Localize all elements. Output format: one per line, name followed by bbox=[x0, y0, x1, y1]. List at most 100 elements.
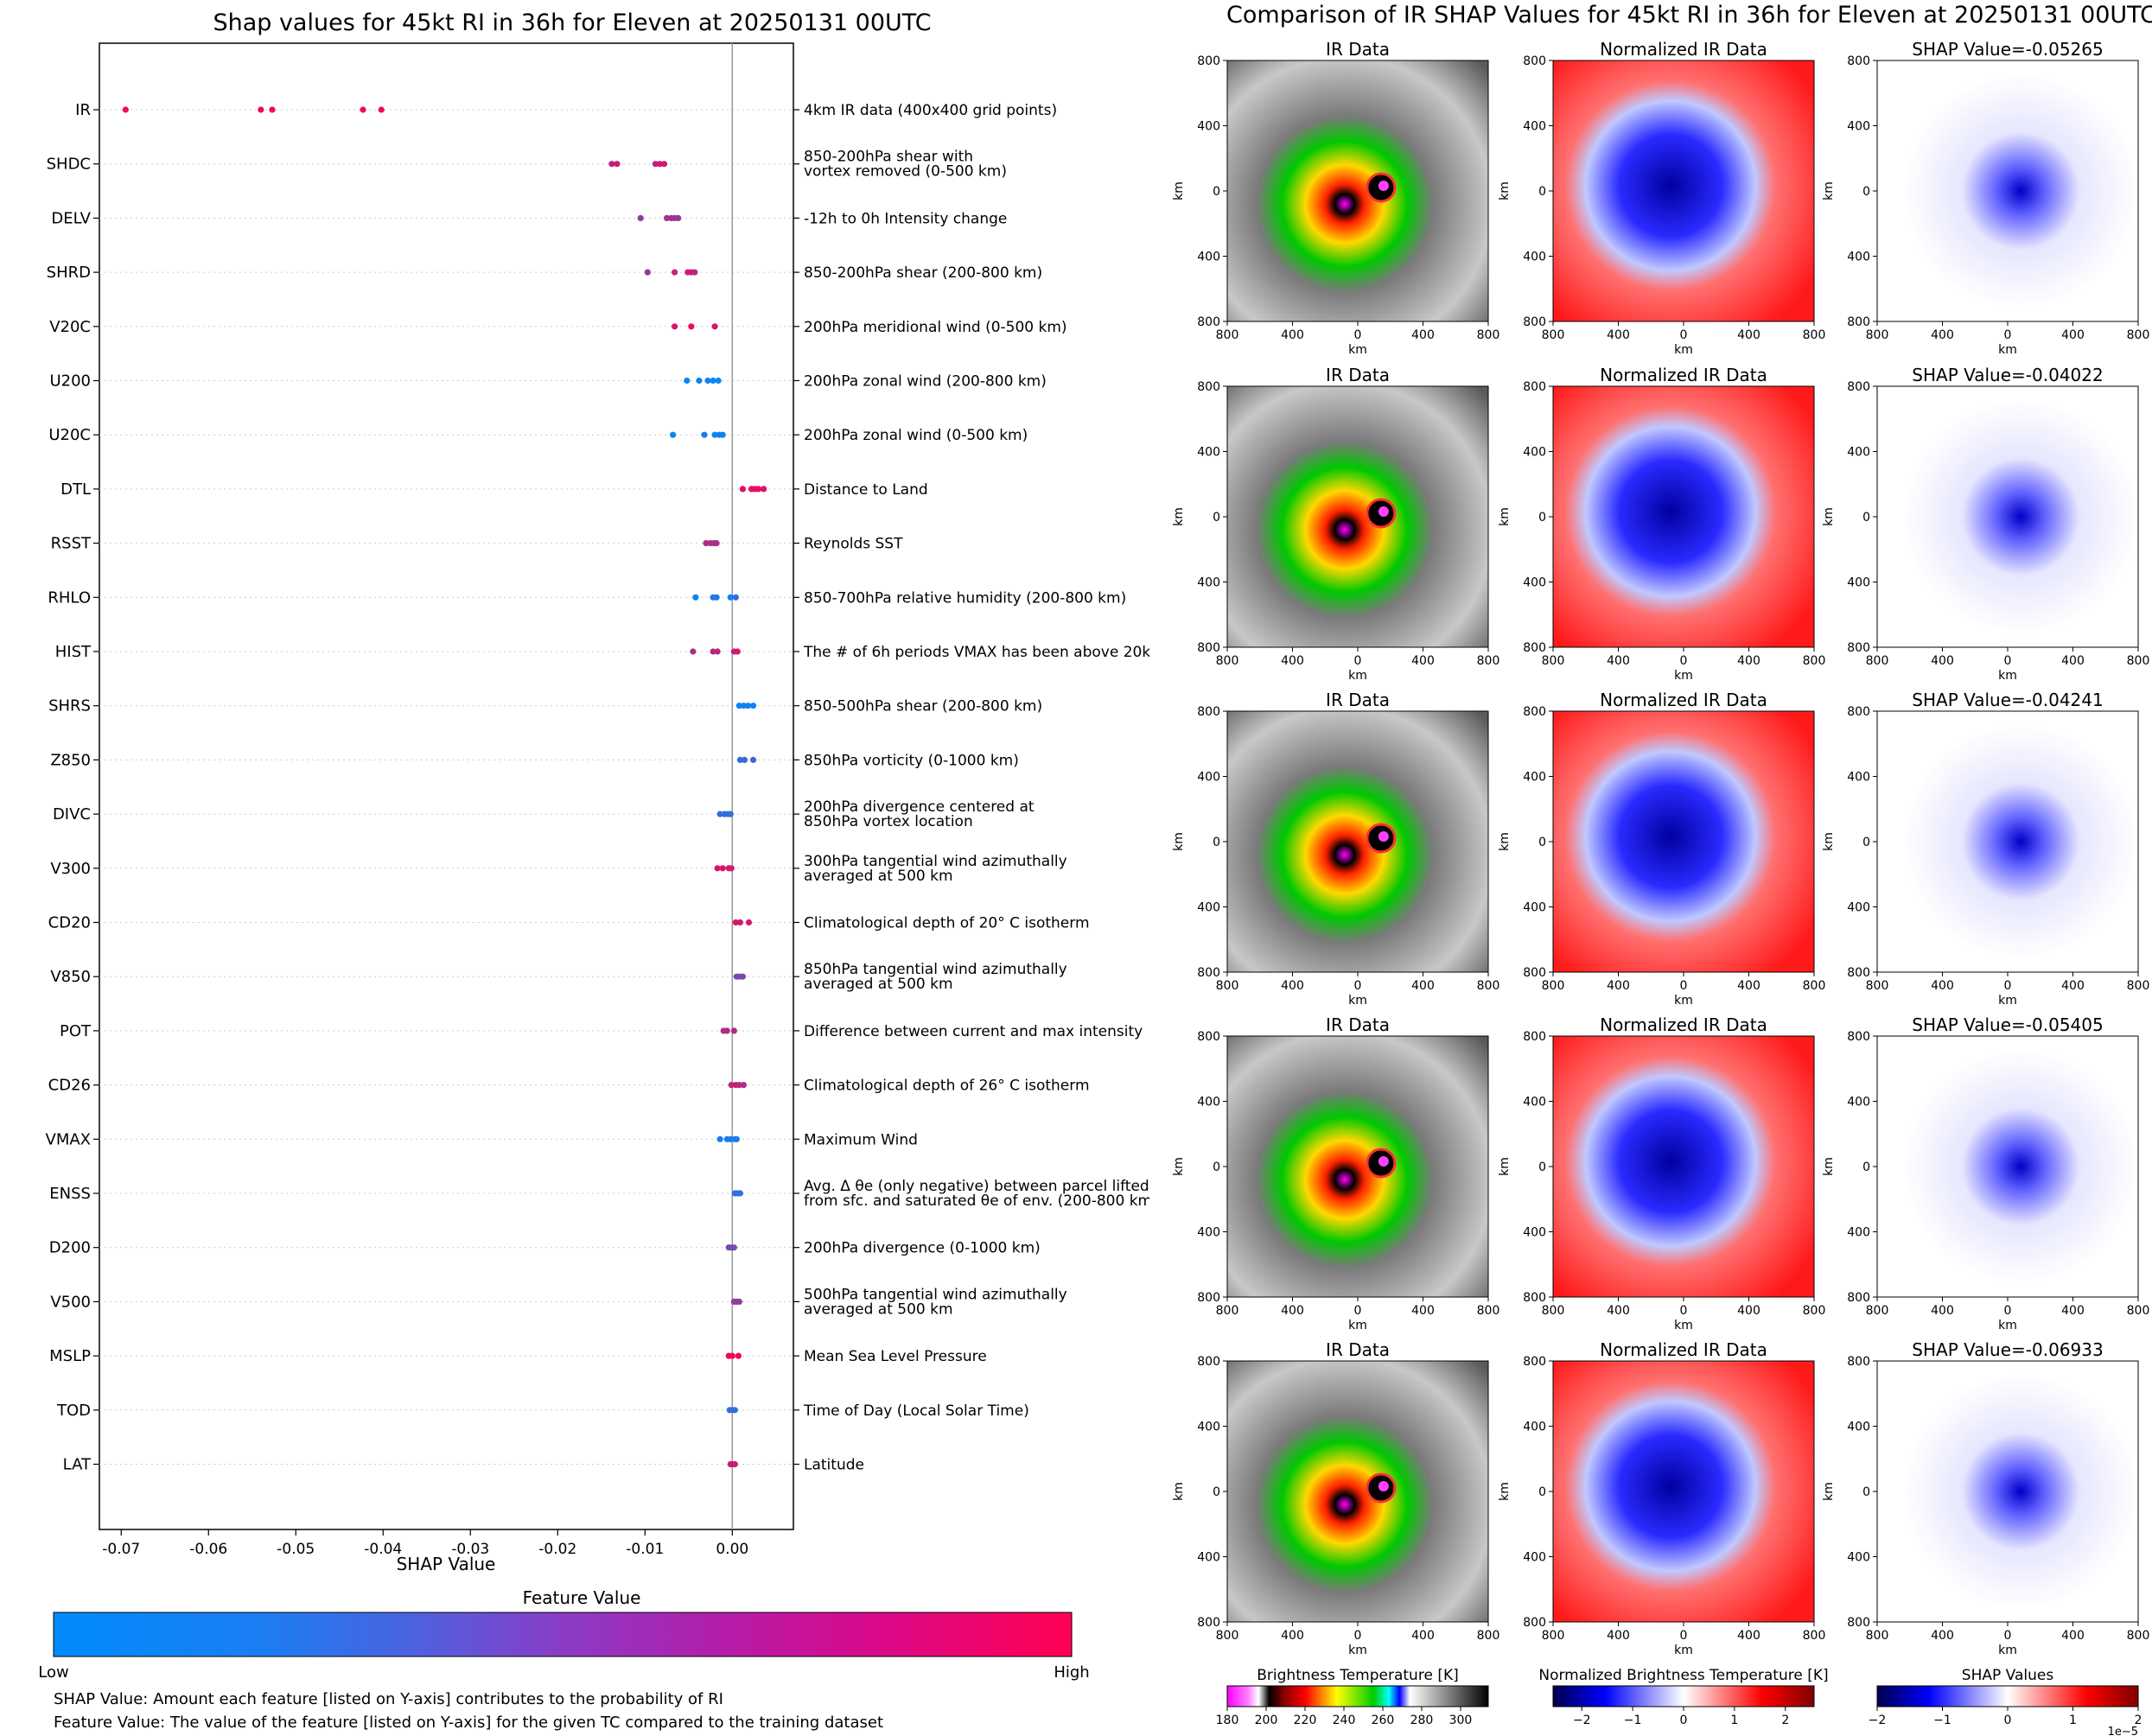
shap-point bbox=[736, 919, 743, 926]
x-tick-label: 800 bbox=[1216, 979, 1239, 993]
shap-point bbox=[608, 161, 615, 168]
y-tick-label: 400 bbox=[1197, 1421, 1220, 1434]
shap-point bbox=[745, 919, 753, 926]
x-tick-label: 800 bbox=[2127, 979, 2150, 993]
x-tick-label: 800 bbox=[1866, 1629, 1889, 1643]
shap-ir-image bbox=[1876, 710, 2139, 973]
y-tick-label: 0 bbox=[1862, 1485, 1870, 1499]
x-tick-label: 0 bbox=[2004, 654, 2012, 668]
feature-description-label: 200hPa divergence centered at bbox=[804, 798, 1035, 816]
colorbar-label: Normalized Brightness Temperature [K] bbox=[1538, 1667, 1828, 1684]
y-tick-label: 0 bbox=[1862, 511, 1870, 525]
y-tick-label: 400 bbox=[1523, 771, 1546, 785]
y-tick-label: 800 bbox=[1847, 380, 1870, 394]
x-tick-label: 0 bbox=[2004, 1304, 2012, 1318]
x-tick-label: 400 bbox=[1607, 1304, 1630, 1318]
y-tick-label: 800 bbox=[1197, 1030, 1220, 1044]
shap-ir-image bbox=[1876, 1035, 2139, 1298]
x-axis-label: km bbox=[1348, 994, 1367, 1008]
storm-eye-core bbox=[1378, 1481, 1389, 1492]
storm-eye-core bbox=[1378, 506, 1389, 518]
y-axis-label: km bbox=[1172, 832, 1186, 851]
shap-point bbox=[732, 594, 739, 601]
y-tick-label: 800 bbox=[1847, 1616, 1870, 1630]
y-axis-label: km bbox=[1172, 1157, 1186, 1176]
brightness-temperature-colorbar bbox=[1226, 1685, 1489, 1707]
feature-description-label: averaged at 500 km bbox=[804, 976, 953, 993]
shap-point bbox=[739, 973, 747, 980]
y-tick-label: 800 bbox=[1197, 705, 1220, 719]
x-tick-label: 800 bbox=[1216, 654, 1239, 668]
x-axis-label: km bbox=[1674, 994, 1693, 1008]
y-tick-label: 800 bbox=[1197, 380, 1220, 394]
feature-name-label: LAT bbox=[63, 1456, 92, 1474]
shap-plot-frame bbox=[99, 42, 794, 1530]
x-tick-label: 400 bbox=[2061, 654, 2085, 668]
shap-point bbox=[744, 703, 752, 709]
x-tick-label: 400 bbox=[1931, 1629, 1954, 1643]
x-tick-label: 800 bbox=[1542, 1304, 1565, 1318]
y-tick-label: 0 bbox=[1213, 1161, 1220, 1174]
x-tick-label: 0 bbox=[1354, 979, 1362, 993]
normalized-ir-image bbox=[1552, 60, 1815, 322]
normalized-ir-image bbox=[1552, 710, 1815, 973]
y-tick-label: 800 bbox=[1847, 315, 1870, 329]
shap-point bbox=[660, 161, 668, 168]
shap-point bbox=[741, 756, 748, 764]
y-tick-label: 400 bbox=[1197, 446, 1220, 460]
y-tick-label: 400 bbox=[1197, 771, 1220, 785]
shap-ir-image bbox=[1876, 385, 2139, 648]
colorbar-label: SHAP Values bbox=[1962, 1667, 2054, 1684]
shap-point bbox=[728, 865, 735, 872]
x-axis-label: km bbox=[1348, 1644, 1367, 1657]
x-tick-label: -0.02 bbox=[538, 1541, 576, 1558]
shap-point bbox=[691, 269, 698, 276]
ir-data-image bbox=[1226, 60, 1489, 322]
feature-description-label: vortex removed (0-500 km) bbox=[804, 163, 1007, 181]
panel-title: SHAP Value=-0.04241 bbox=[1912, 690, 2103, 710]
ir-data-image bbox=[1226, 385, 1489, 648]
x-axis-label: km bbox=[1998, 994, 2017, 1008]
x-tick-label: 800 bbox=[1803, 654, 1826, 668]
x-axis-label: km bbox=[1674, 343, 1693, 357]
x-tick-label: 800 bbox=[1477, 1304, 1500, 1318]
feature-name-label: Z850 bbox=[50, 751, 91, 769]
y-tick-label: 800 bbox=[1523, 966, 1546, 980]
shap-point bbox=[739, 486, 747, 493]
y-tick-label: 0 bbox=[1213, 511, 1220, 525]
shap-point bbox=[701, 431, 708, 438]
y-tick-label: 800 bbox=[1523, 1030, 1546, 1044]
y-tick-label: 400 bbox=[1197, 901, 1220, 915]
feature-description-label: 200hPa zonal wind (200-800 km) bbox=[804, 373, 1047, 391]
feature-description-label: averaged at 500 km bbox=[804, 1300, 953, 1318]
y-tick-label: 400 bbox=[1523, 1551, 1546, 1565]
shap-point bbox=[733, 1135, 740, 1142]
ir-data-image bbox=[1226, 710, 1489, 973]
y-tick-label: 400 bbox=[1197, 251, 1220, 264]
y-tick-label: 0 bbox=[1862, 185, 1870, 199]
feature-description-label: 850hPa tangential wind azimuthally bbox=[804, 961, 1067, 978]
y-tick-label: 0 bbox=[1862, 836, 1870, 849]
feature-description-label: 200hPa divergence (0-1000 km) bbox=[804, 1240, 1041, 1257]
shap-point bbox=[716, 1135, 723, 1142]
y-tick-label: 0 bbox=[1213, 836, 1220, 849]
y-tick-label: 400 bbox=[1847, 1421, 1870, 1434]
normalized-ir-image bbox=[1552, 385, 1815, 648]
feature-description-label: 200hPa zonal wind (0-500 km) bbox=[804, 427, 1028, 444]
shap-point bbox=[723, 1027, 730, 1034]
feature-name-label: SHRS bbox=[48, 697, 91, 715]
footnote-feature-value: Feature Value: The value of the feature … bbox=[54, 1714, 883, 1732]
panel-title: SHAP Value=-0.06933 bbox=[1912, 1339, 2103, 1360]
y-tick-label: 800 bbox=[1197, 966, 1220, 980]
y-tick-label: 400 bbox=[1523, 251, 1546, 264]
x-tick-label: 800 bbox=[2127, 328, 2150, 342]
ir-data-image bbox=[1226, 1035, 1489, 1298]
shap-point bbox=[727, 594, 734, 601]
x-axis-label: km bbox=[1348, 343, 1367, 357]
x-tick-label: 400 bbox=[1737, 1304, 1760, 1318]
y-axis-label: km bbox=[1822, 181, 1836, 200]
shap-point bbox=[714, 865, 721, 872]
x-tick-label: 0 bbox=[1680, 1304, 1688, 1318]
panel-title: IR Data bbox=[1326, 365, 1390, 385]
shap-point bbox=[761, 486, 767, 493]
